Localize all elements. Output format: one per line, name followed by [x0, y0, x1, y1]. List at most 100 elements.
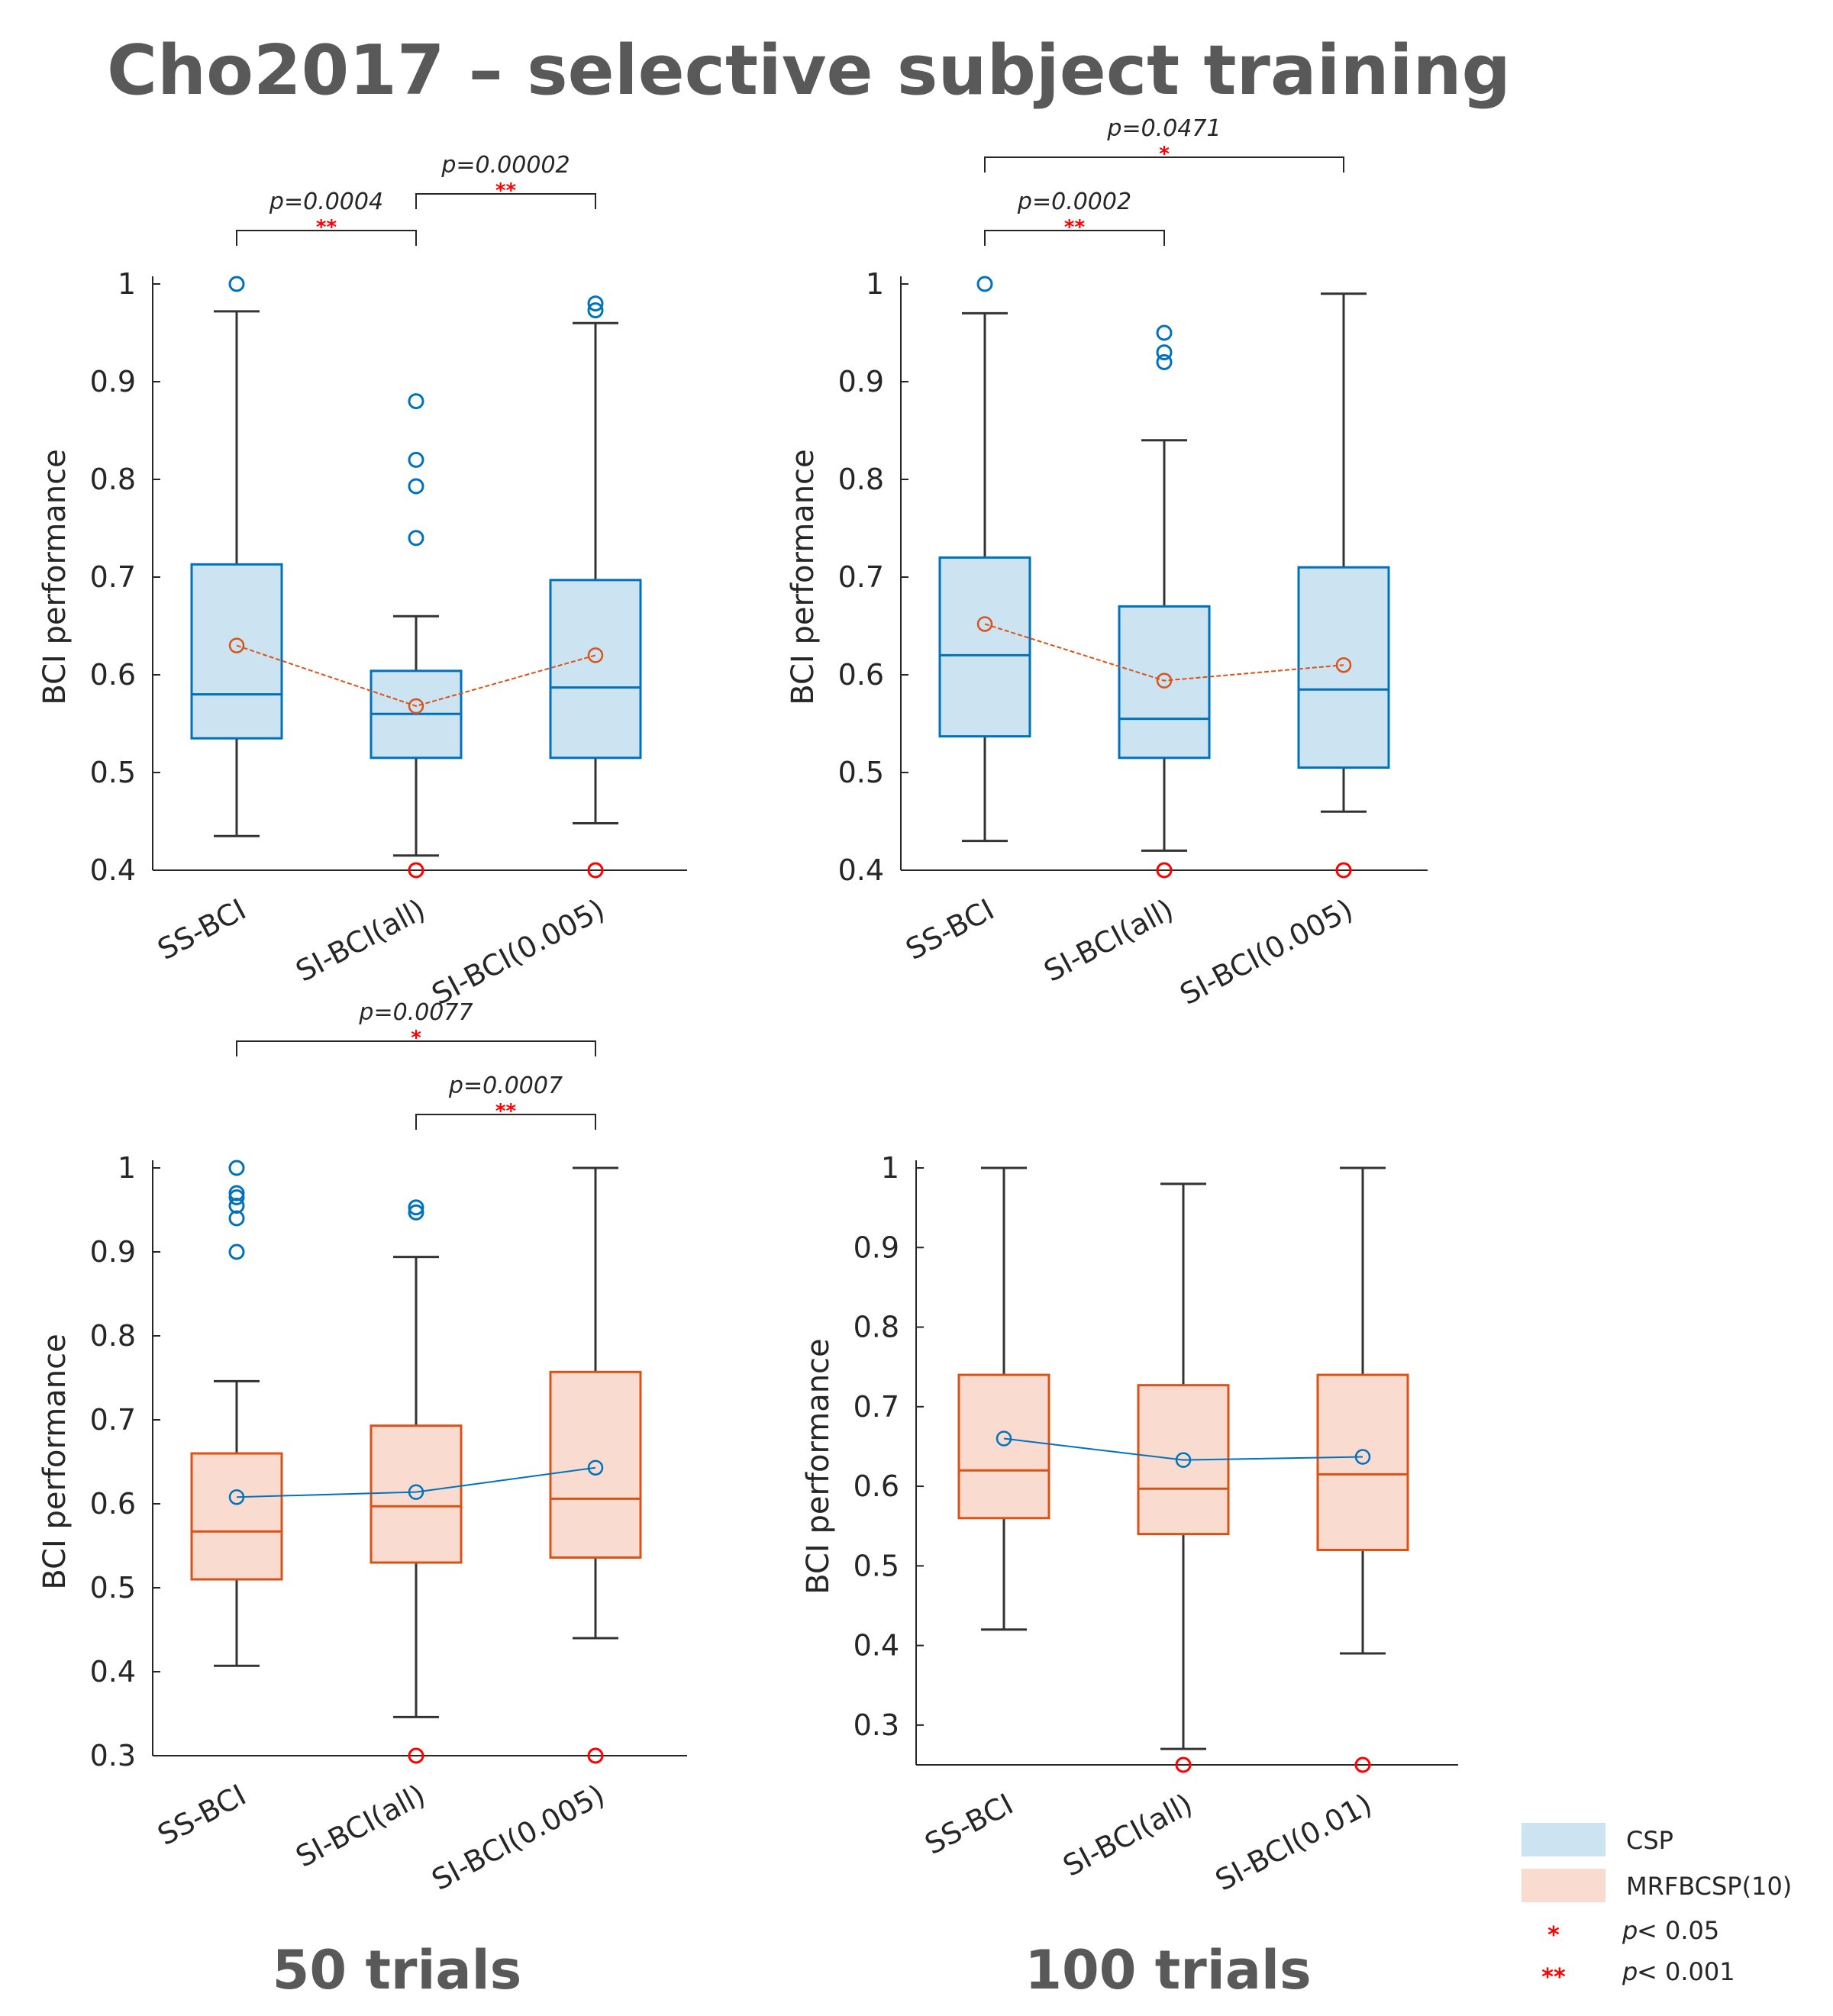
- significance-bracket: [236, 1040, 596, 1056]
- significance-p-value: p=0.0002: [1017, 189, 1131, 215]
- y-tick-label: 0.5: [90, 1571, 136, 1605]
- figure-title: Cho2017 – selective subject training: [107, 31, 1511, 111]
- x-category-label: SI-BCI(0.01): [1210, 1787, 1377, 1898]
- panel-top-left-chart: 0.4 0.5 0.6 0.7 0.8 0.9 1 BCI performance SS-BCI…: [37, 152, 687, 1011]
- legend-star-single: *: [1547, 1922, 1560, 1949]
- y-tick-label: 0.5: [90, 756, 136, 789]
- legend-sig-p-prefix-1: p: [1622, 1916, 1638, 1945]
- y-tick-label: 0.4: [90, 1655, 136, 1689]
- box-iqr: [370, 1424, 463, 1564]
- outlier-point: [408, 478, 424, 495]
- y-tick-label: 0.3: [854, 1708, 899, 1742]
- mean-line: [236, 644, 596, 708]
- mean-marker: [996, 1431, 1012, 1447]
- panel-bottom-left-chart: 0.3 0.4 0.5 0.6 0.7 0.8 0.9 1 BCI performance SS-…: [37, 999, 687, 1897]
- outlier-point: [587, 295, 604, 312]
- outlier-point: [1156, 344, 1173, 361]
- significance-p-value: p=0.00002: [441, 152, 570, 179]
- y-tick-label: 0.4: [854, 1629, 899, 1663]
- box-iqr: [190, 563, 283, 740]
- outlier-point: [408, 1204, 424, 1221]
- y-tick-label: 0.6: [90, 1487, 136, 1521]
- box-iqr: [1316, 1373, 1409, 1551]
- box-iqr: [938, 556, 1031, 738]
- y-tick-label: 0.5: [838, 756, 884, 789]
- significance-bracket: [415, 193, 596, 209]
- outlier-point: [228, 1243, 245, 1260]
- box-iqr: [190, 1452, 283, 1581]
- outlier-point-low: [587, 862, 604, 879]
- y-tick-label: 0.5: [854, 1549, 899, 1582]
- y-tick-label: 1: [118, 267, 136, 301]
- x-category-label: SS-BCI: [919, 1787, 1018, 1861]
- y-tick-label: 0.6: [90, 658, 136, 692]
- mean-marker: [1335, 656, 1352, 673]
- y-axis-label: BCI performance: [801, 1338, 836, 1594]
- significance-p-value: p=0.0077: [358, 999, 473, 1026]
- mean-marker: [587, 1460, 604, 1476]
- outlier-point: [408, 393, 424, 410]
- mean-line: [236, 1466, 596, 1498]
- legend-star-double: **: [1541, 1964, 1566, 1991]
- x-category-label: SI-BCI(0.005): [426, 892, 610, 1011]
- box-iqr: [957, 1373, 1050, 1520]
- y-axis-label: BCI performance: [37, 1334, 73, 1589]
- mean-marker: [228, 637, 245, 653]
- x-category-label: SI-BCI(0.005): [426, 1778, 610, 1897]
- panel-bottom-right-chart: 0.3 0.4 0.5 0.6 0.7 0.8 0.9 1 BCI performance SS-…: [801, 1151, 1458, 1898]
- outlier-point: [228, 1160, 245, 1176]
- mean-marker: [1175, 1452, 1192, 1468]
- significance-stars: **: [316, 216, 337, 239]
- y-axis-label: BCI performance: [37, 449, 73, 705]
- y-tick-label: 0.9: [90, 365, 136, 398]
- legend-label-csp: CSP: [1626, 1826, 1673, 1855]
- y-tick-label: 0.9: [90, 1235, 136, 1269]
- y-tick-label: 0.7: [90, 560, 136, 594]
- x-category-label: SI-BCI(all): [290, 1778, 431, 1874]
- box-iqr: [1118, 605, 1211, 760]
- outlier-point-low: [408, 862, 424, 879]
- outlier-point-low: [1354, 1756, 1371, 1773]
- mean-marker: [1354, 1449, 1371, 1465]
- outlier-point: [228, 1189, 245, 1205]
- box-iqr: [549, 1370, 642, 1559]
- column-label-50-trials: 50 trials: [273, 1939, 522, 2001]
- x-category-label: SI-BCI(all): [290, 892, 431, 989]
- mean-marker: [976, 616, 993, 632]
- outlier-point: [408, 451, 424, 468]
- outlier-point-low: [408, 1747, 424, 1764]
- significance-stars: *: [1159, 143, 1170, 166]
- panel-top-right-chart: 0.4 0.5 0.6 0.7 0.8 0.9 1 BCI performance SS-BCI…: [786, 115, 1428, 1011]
- mean-marker: [228, 1489, 245, 1505]
- column-label-100-trials: 100 trials: [1025, 1939, 1311, 2001]
- significance-stars: **: [1064, 216, 1086, 239]
- mean-marker: [408, 1484, 424, 1500]
- x-category-label: SI-BCI(all): [1057, 1787, 1198, 1883]
- y-axis-label: BCI performance: [786, 449, 821, 705]
- y-tick-label: 0.7: [838, 560, 884, 594]
- mean-line: [1003, 1437, 1363, 1461]
- outlier-point: [408, 530, 424, 547]
- outlier-point: [228, 1185, 245, 1202]
- legend-sig-text-1: < 0.05: [1637, 1916, 1719, 1945]
- legend-swatch-csp: [1522, 1823, 1605, 1856]
- x-category-label: SI-BCI(0.005): [1174, 892, 1358, 1011]
- y-tick-label: 0.6: [854, 1469, 899, 1503]
- outlier-point: [1156, 324, 1173, 341]
- significance-bracket: [415, 1114, 596, 1130]
- mean-marker: [587, 647, 604, 663]
- significance-stars: **: [495, 1100, 517, 1123]
- legend-sig-p-prefix-2: p: [1622, 1957, 1638, 1986]
- y-tick-label: 0.8: [838, 463, 884, 496]
- outlier-point-low: [1335, 862, 1352, 879]
- box-iqr: [549, 579, 642, 760]
- significance-stars: *: [411, 1027, 421, 1050]
- x-category-label: SI-BCI(all): [1038, 892, 1179, 989]
- significance-bracket: [236, 230, 417, 246]
- mean-marker: [1156, 673, 1173, 689]
- mean-line: [984, 623, 1344, 682]
- y-tick-label: 0.7: [90, 1403, 136, 1437]
- y-tick-label: 0.4: [838, 853, 884, 887]
- outlier-point-low: [1175, 1756, 1192, 1773]
